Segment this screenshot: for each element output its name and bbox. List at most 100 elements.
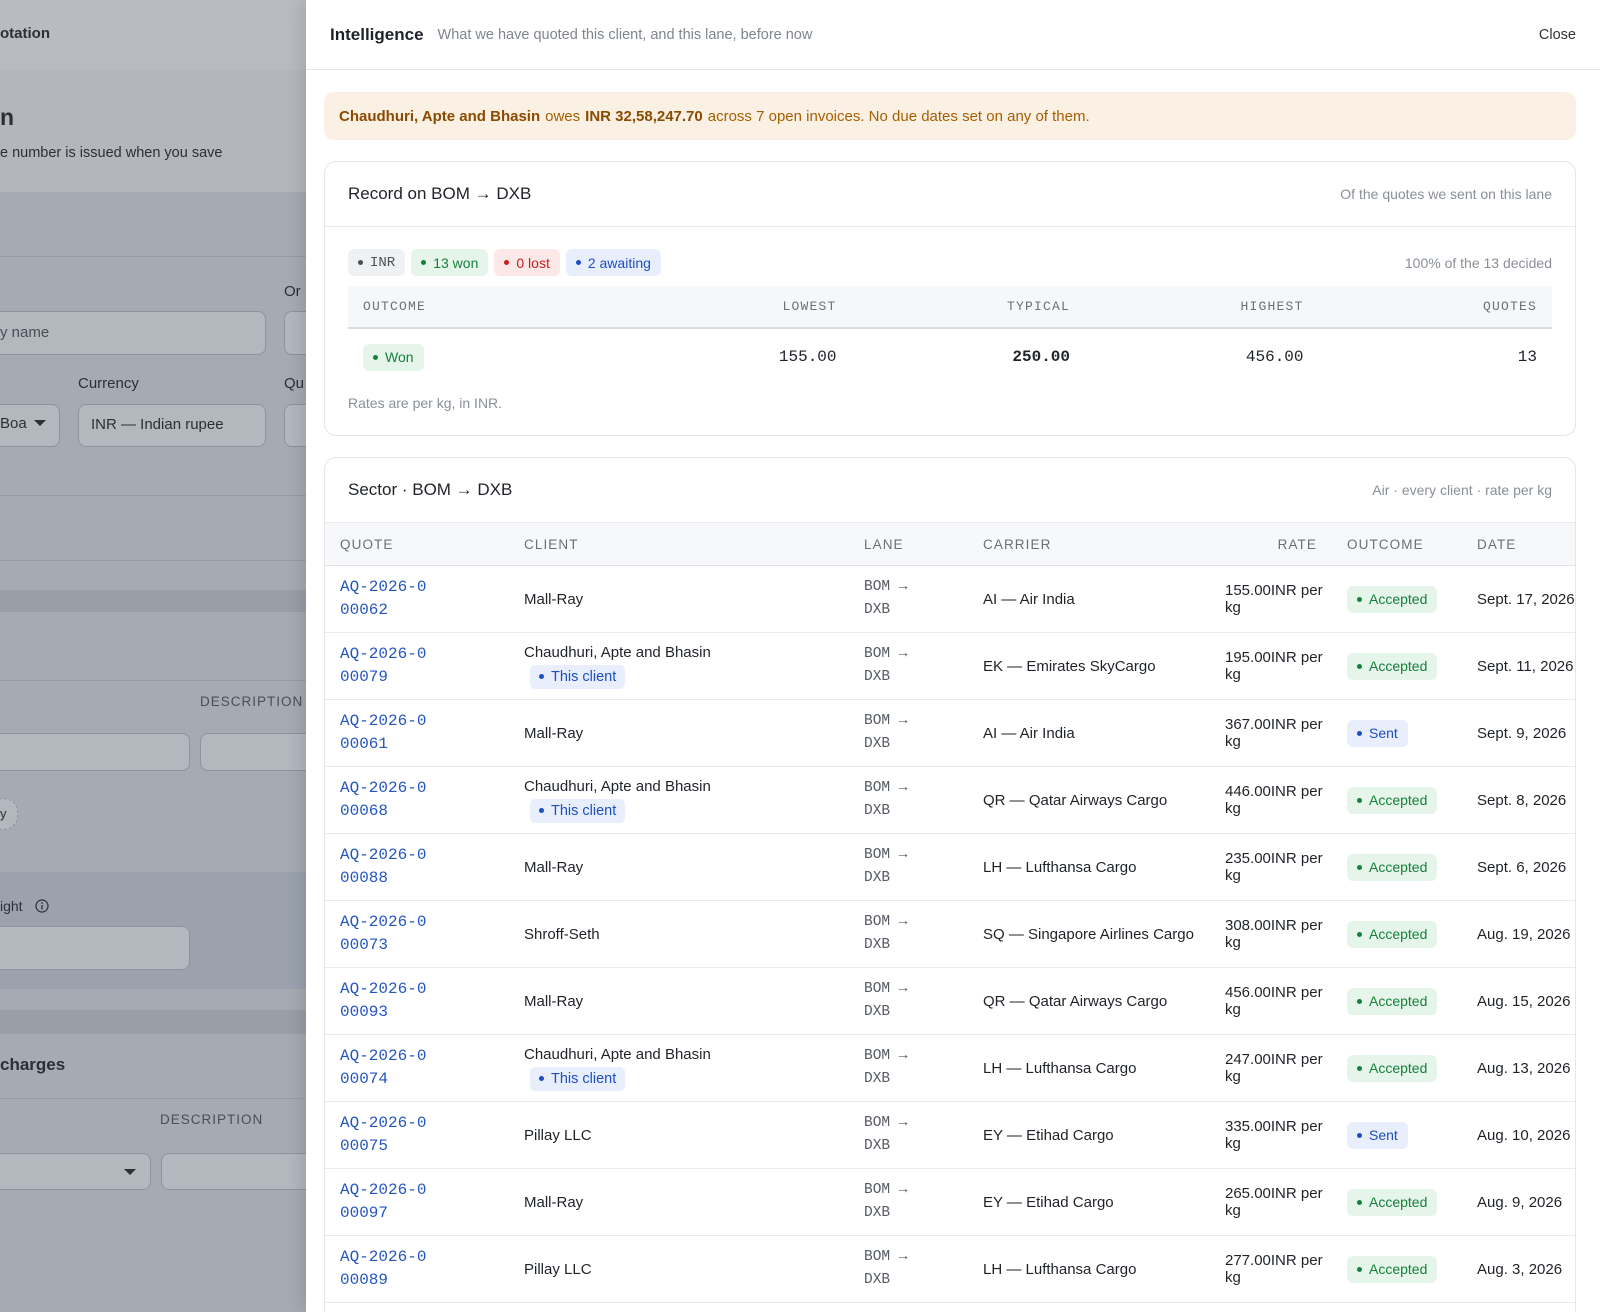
table-row: AQ-2026-000079 Chaudhuri, Apte and Bhasin… bbox=[325, 633, 1575, 700]
quote-link[interactable]: AQ-2026-000061 bbox=[340, 712, 427, 753]
cell: Mall-Ray bbox=[509, 591, 849, 608]
close-button[interactable]: Close bbox=[1538, 26, 1576, 43]
column-header: OUTCOME bbox=[1347, 536, 1424, 552]
cell: AQ-2026-000073 bbox=[325, 911, 509, 957]
cell date: Aug. 15, 2026 bbox=[1462, 993, 1575, 1010]
quote-link[interactable]: AQ-2026-000079 bbox=[340, 645, 427, 686]
date: Sept. 9, 2026 bbox=[1477, 724, 1567, 742]
status-chip: 0 lost bbox=[494, 249, 560, 276]
cell: Mall-Ray bbox=[509, 993, 849, 1010]
carrier: AI — Air India bbox=[983, 590, 1075, 608]
divider bbox=[0, 1098, 306, 1099]
quote-link[interactable]: AQ-2026-000075 bbox=[340, 1114, 427, 1155]
decided-note: 100% of the 13 decided bbox=[1404, 254, 1552, 271]
cell: Accepted bbox=[1332, 1255, 1462, 1283]
cell: Accepted bbox=[1332, 1188, 1462, 1216]
column-header: TYPICAL bbox=[1006, 299, 1070, 314]
quote-link[interactable]: AQ-2026-000074 bbox=[340, 1047, 427, 1088]
record-card: Record on BOM → DXB Of the quotes we sen… bbox=[324, 161, 1576, 436]
cell: Accepted bbox=[1332, 853, 1462, 881]
cell date: Sept. 8, 2026 bbox=[1462, 792, 1575, 809]
rate-unit: INR per kg bbox=[1225, 649, 1323, 683]
cell carrier: QR — Qatar Airways Cargo bbox=[968, 993, 1210, 1010]
date: Aug. 15, 2026 bbox=[1477, 992, 1571, 1010]
cell: BOM → DXB bbox=[849, 1246, 968, 1292]
select bbox=[0, 1153, 151, 1190]
cell: AQ-2026-000075 bbox=[325, 1112, 509, 1158]
cell: AQ-2026-000062 bbox=[325, 576, 509, 622]
section bbox=[0, 70, 306, 192]
quote-link[interactable]: AQ-2026-000093 bbox=[340, 980, 427, 1021]
cell: AQ-2026-000068 bbox=[325, 777, 509, 823]
client-name: Pillay LLC bbox=[524, 1126, 592, 1144]
cell carrier: LH — Lufthansa Cargo bbox=[968, 859, 1210, 876]
rate-value: 195.00 bbox=[1225, 649, 1271, 666]
table-row: AQ-2026-000074 Chaudhuri, Apte and Bhasin… bbox=[325, 1035, 1575, 1102]
table-row: AQ-2026-BOM →181.00 bbox=[325, 1303, 1575, 1312]
rate-value: 265.00 bbox=[1225, 1185, 1271, 1202]
cell-value: 456.00 bbox=[1245, 348, 1304, 366]
carrier: EK — Emirates SkyCargo bbox=[983, 657, 1156, 675]
rate-value: 367.00 bbox=[1225, 716, 1271, 733]
rate-value: 308.00 bbox=[1225, 917, 1271, 934]
cell: AQ-2026-000079 bbox=[325, 643, 509, 689]
caret bbox=[124, 1169, 136, 1175]
record-table: OUTCOME LOWEST TYPICAL HIGHEST QUOTES Won 155… bbox=[348, 286, 1552, 385]
outcome-chip: Accepted bbox=[1347, 1255, 1438, 1283]
drawer-header: Intelligence What we have quoted this cl… bbox=[306, 0, 1600, 70]
quote-link[interactable]: AQ-2026-000068 bbox=[340, 779, 427, 820]
cell date: Sept. 17, 2026 bbox=[1462, 591, 1575, 608]
carrier: EY — Etihad Cargo bbox=[983, 1126, 1114, 1144]
hint: e number is issued when you save bbox=[0, 145, 223, 161]
rate-value: 335.00 bbox=[1225, 1118, 1271, 1135]
alert-text: owes bbox=[545, 107, 581, 125]
rate-value: 235.00 bbox=[1225, 850, 1271, 867]
cell carrier: AI — Air India bbox=[968, 591, 1210, 608]
rate-unit: INR per kg bbox=[1225, 716, 1323, 750]
outcome-chip: Sent bbox=[1347, 1121, 1408, 1149]
date: Sept. 11, 2026 bbox=[1477, 657, 1574, 675]
cell: AQ-2026-000097 bbox=[325, 1179, 509, 1225]
card-title: Sector · BOM → DXB bbox=[348, 480, 513, 499]
quote-link[interactable]: AQ-2026-000089 bbox=[340, 1248, 427, 1289]
cell carrier: QR — Qatar Airways Cargo bbox=[968, 792, 1210, 809]
cell date: Aug. 13, 2026 bbox=[1462, 1060, 1575, 1077]
pill-text: y bbox=[0, 806, 7, 821]
quote-link[interactable]: AQ-2026-000088 bbox=[340, 846, 427, 887]
rate-unit: INR per kg bbox=[1225, 783, 1323, 817]
balance-alert: Chaudhuri, Apte and Bhasin owes INR 32,5… bbox=[324, 92, 1576, 140]
quote-link[interactable]: AQ-2026-000073 bbox=[340, 913, 427, 954]
outcome-chip: Sent bbox=[1347, 719, 1408, 747]
column-header: DESCRIPTION bbox=[200, 694, 304, 709]
column-header: OUTCOME bbox=[363, 299, 427, 314]
divider bbox=[0, 560, 306, 561]
column-header: CARRIER bbox=[983, 536, 1052, 552]
alert-amount: INR 32,58,247.70 bbox=[585, 107, 703, 125]
table-row: AQ-2026-000068 Chaudhuri, Apte and Bhasin… bbox=[325, 767, 1575, 834]
select bbox=[0, 404, 60, 447]
cell: BOM → DXB bbox=[849, 911, 968, 957]
cell: Mall-Ray bbox=[509, 1194, 849, 1211]
cell date: Aug. 10, 2026 bbox=[1462, 1127, 1575, 1144]
client-name: Shroff-Seth bbox=[524, 925, 600, 943]
quote-link[interactable]: AQ-2026-000097 bbox=[340, 1181, 427, 1222]
carrier: QR — Qatar Airways Cargo bbox=[983, 791, 1168, 809]
placeholder: y name bbox=[0, 324, 50, 341]
cell: Mall-Ray bbox=[509, 859, 849, 876]
cell rate mono: 367.00INR per kg bbox=[1210, 716, 1332, 750]
status-chip: 13 won bbox=[411, 249, 489, 276]
rate-unit: INR per kg bbox=[1225, 1185, 1323, 1219]
card-header: Sector · BOM → DXB Air · every client · … bbox=[325, 458, 1575, 523]
table-row: AQ-2026-000097 Mall-Ray BOM → DXB EY — Etih… bbox=[325, 1169, 1575, 1236]
cell carrier: LH — Lufthansa Cargo bbox=[968, 1060, 1210, 1077]
rate-unit: INR per kg bbox=[1225, 984, 1323, 1018]
outcome-chip: Accepted bbox=[1347, 920, 1438, 948]
divider bbox=[0, 590, 306, 612]
cell: Sent bbox=[1332, 719, 1462, 747]
drawer-content: Chaudhuri, Apte and Bhasin owes INR 32,5… bbox=[306, 70, 1600, 1312]
cell: BOM → DXB bbox=[849, 777, 968, 823]
select bbox=[78, 404, 266, 447]
quote-link[interactable]: AQ-2026-000062 bbox=[340, 578, 427, 619]
cell: BOM → DXB bbox=[849, 844, 968, 890]
